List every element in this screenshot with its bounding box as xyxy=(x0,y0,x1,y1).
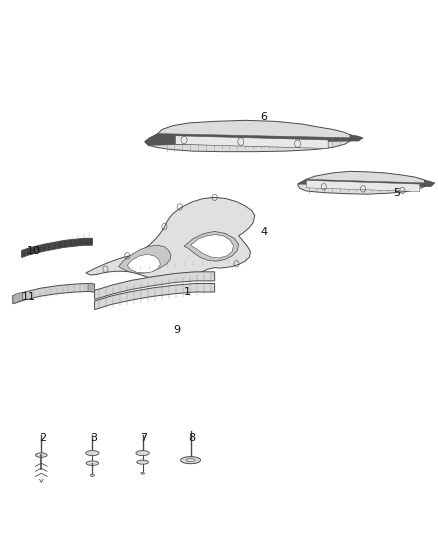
Text: 5: 5 xyxy=(394,188,401,198)
Ellipse shape xyxy=(136,450,149,456)
Ellipse shape xyxy=(90,474,95,477)
Ellipse shape xyxy=(35,453,47,457)
Text: 8: 8 xyxy=(188,433,195,443)
Text: 1: 1 xyxy=(184,287,191,297)
Polygon shape xyxy=(297,179,428,187)
Polygon shape xyxy=(95,284,215,310)
Polygon shape xyxy=(306,180,420,191)
Polygon shape xyxy=(127,254,160,273)
Ellipse shape xyxy=(137,460,148,464)
Polygon shape xyxy=(175,136,328,149)
Ellipse shape xyxy=(141,472,145,474)
Text: 6: 6 xyxy=(261,111,268,122)
Text: 11: 11 xyxy=(21,292,35,302)
Text: 10: 10 xyxy=(27,246,41,255)
Polygon shape xyxy=(86,197,255,280)
Polygon shape xyxy=(13,292,22,304)
Ellipse shape xyxy=(180,457,201,464)
Polygon shape xyxy=(424,180,435,187)
Polygon shape xyxy=(184,231,239,261)
Text: 2: 2 xyxy=(39,433,46,443)
Text: 4: 4 xyxy=(261,227,268,237)
Ellipse shape xyxy=(86,461,99,465)
Polygon shape xyxy=(145,120,354,152)
Polygon shape xyxy=(13,284,95,304)
Text: 9: 9 xyxy=(173,325,180,335)
Polygon shape xyxy=(145,134,354,146)
Polygon shape xyxy=(95,272,215,300)
Polygon shape xyxy=(191,235,233,258)
Polygon shape xyxy=(350,135,363,141)
Polygon shape xyxy=(297,171,428,194)
Text: 7: 7 xyxy=(141,433,148,443)
Ellipse shape xyxy=(86,450,99,456)
Polygon shape xyxy=(21,238,92,257)
Polygon shape xyxy=(119,245,171,273)
Text: 3: 3 xyxy=(90,433,97,443)
Polygon shape xyxy=(88,284,95,292)
